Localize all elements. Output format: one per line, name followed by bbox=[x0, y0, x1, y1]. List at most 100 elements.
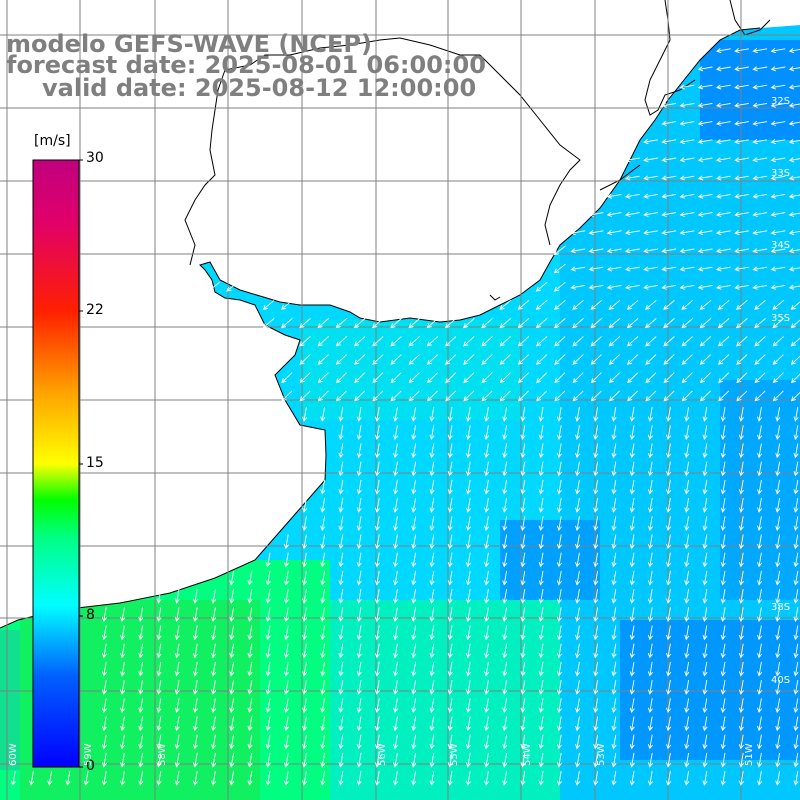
wind-arrow bbox=[138, 771, 144, 786]
wind-arrow bbox=[702, 589, 708, 604]
wind-arrow bbox=[520, 589, 526, 604]
wind-arrow bbox=[374, 625, 380, 641]
wind-arrow bbox=[302, 498, 308, 513]
wind-arrow bbox=[684, 771, 690, 786]
wind-arrow bbox=[718, 372, 730, 384]
wind-arrow bbox=[393, 534, 399, 550]
wind-arrow bbox=[465, 534, 471, 550]
lat-label: 33S bbox=[771, 168, 791, 179]
wind-arrow bbox=[335, 318, 348, 329]
wind-arrow bbox=[553, 281, 566, 292]
wind-arrow bbox=[699, 372, 711, 384]
wind-arrow bbox=[643, 193, 658, 199]
wind-arrow bbox=[247, 661, 253, 677]
wind-arrow bbox=[156, 625, 162, 641]
colorbar-label-22: 22 bbox=[86, 302, 104, 318]
wind-arrow bbox=[593, 552, 599, 568]
wind-arrow bbox=[299, 372, 311, 384]
wind-arrow bbox=[702, 443, 708, 459]
wind-arrow bbox=[627, 372, 639, 384]
wind-arrow bbox=[734, 284, 749, 290]
wind-arrow bbox=[229, 570, 235, 586]
wind-arrow bbox=[643, 230, 658, 236]
wind-arrow bbox=[538, 516, 544, 532]
wind-arrow bbox=[556, 661, 562, 677]
wind-arrow bbox=[538, 643, 544, 659]
wind-arrow bbox=[465, 607, 471, 623]
wind-arrow bbox=[499, 336, 511, 347]
wind-arrow bbox=[211, 734, 217, 750]
wind-arrow bbox=[444, 336, 457, 347]
wind-arrow bbox=[484, 771, 490, 786]
wind-arrow bbox=[663, 299, 675, 310]
wind-arrow bbox=[647, 498, 653, 513]
wind-arrow bbox=[138, 680, 144, 695]
wind-arrow bbox=[484, 443, 490, 459]
wind-arrow bbox=[447, 589, 453, 604]
wind-arrow bbox=[572, 354, 584, 365]
wind-arrow bbox=[572, 318, 584, 329]
wind-arrow bbox=[302, 552, 308, 568]
wind-arrow bbox=[229, 698, 235, 714]
wind-arrow bbox=[738, 552, 744, 568]
wind-arrow bbox=[575, 443, 581, 459]
wind-arrow bbox=[593, 516, 599, 532]
wind-arrow bbox=[374, 698, 380, 714]
wind-arrow bbox=[502, 443, 508, 459]
wind-arrow bbox=[465, 479, 471, 495]
wind-arrow bbox=[429, 425, 435, 441]
wind-arrow bbox=[738, 752, 744, 768]
wind-arrow bbox=[447, 680, 453, 695]
wind-arrow bbox=[715, 48, 731, 54]
wind-arrow bbox=[372, 390, 384, 402]
wind-arrow bbox=[624, 266, 640, 272]
wind-arrow bbox=[393, 661, 399, 677]
wind-arrow bbox=[666, 479, 672, 495]
wind-arrow bbox=[666, 607, 672, 623]
wind-arrow bbox=[738, 425, 744, 441]
wind-arrow bbox=[556, 425, 562, 441]
wind-arrow bbox=[247, 771, 253, 786]
wind-arrow bbox=[770, 230, 786, 236]
wind-arrow bbox=[770, 266, 786, 272]
wind-arrow bbox=[624, 284, 640, 290]
wind-arrow bbox=[283, 643, 289, 659]
wind-arrow bbox=[611, 643, 617, 659]
wind-arrow bbox=[793, 479, 799, 495]
wind-arrow bbox=[718, 390, 730, 402]
lon-label: 56W bbox=[377, 743, 388, 766]
wind-arrow bbox=[426, 372, 438, 384]
wind-arrow bbox=[356, 461, 362, 477]
wind-arrow bbox=[645, 336, 657, 347]
wind-arrow bbox=[611, 625, 617, 641]
wind-arrow bbox=[538, 534, 544, 550]
wind-arrow bbox=[262, 299, 275, 310]
wind-arrow bbox=[752, 211, 768, 217]
wind-arrow bbox=[465, 643, 471, 659]
wind-arrow bbox=[302, 643, 308, 659]
wind-arrow bbox=[465, 461, 471, 477]
wind-arrow bbox=[697, 157, 713, 163]
wind-arrow bbox=[735, 318, 748, 329]
wind-arrow bbox=[556, 698, 562, 714]
wind-arrow bbox=[738, 698, 744, 714]
wind-arrow bbox=[627, 354, 639, 365]
wind-arrow bbox=[661, 157, 677, 163]
wind-arrow bbox=[502, 716, 508, 732]
wind-arrow bbox=[265, 625, 271, 641]
wind-arrow bbox=[174, 734, 180, 750]
wind-arrow bbox=[684, 734, 690, 750]
wind-arrow bbox=[556, 734, 562, 750]
wind-arrow bbox=[575, 498, 581, 513]
wind-arrow bbox=[647, 407, 653, 422]
wind-arrow bbox=[697, 193, 713, 199]
wind-arrow bbox=[647, 716, 653, 732]
wind-arrow bbox=[715, 157, 731, 163]
wind-arrow bbox=[390, 372, 402, 384]
wind-arrow bbox=[734, 84, 749, 90]
wind-arrow bbox=[283, 752, 289, 768]
wind-arrow bbox=[738, 771, 744, 786]
wind-arrow bbox=[593, 680, 599, 695]
wind-arrow bbox=[556, 443, 562, 459]
wind-arrow bbox=[520, 425, 526, 441]
